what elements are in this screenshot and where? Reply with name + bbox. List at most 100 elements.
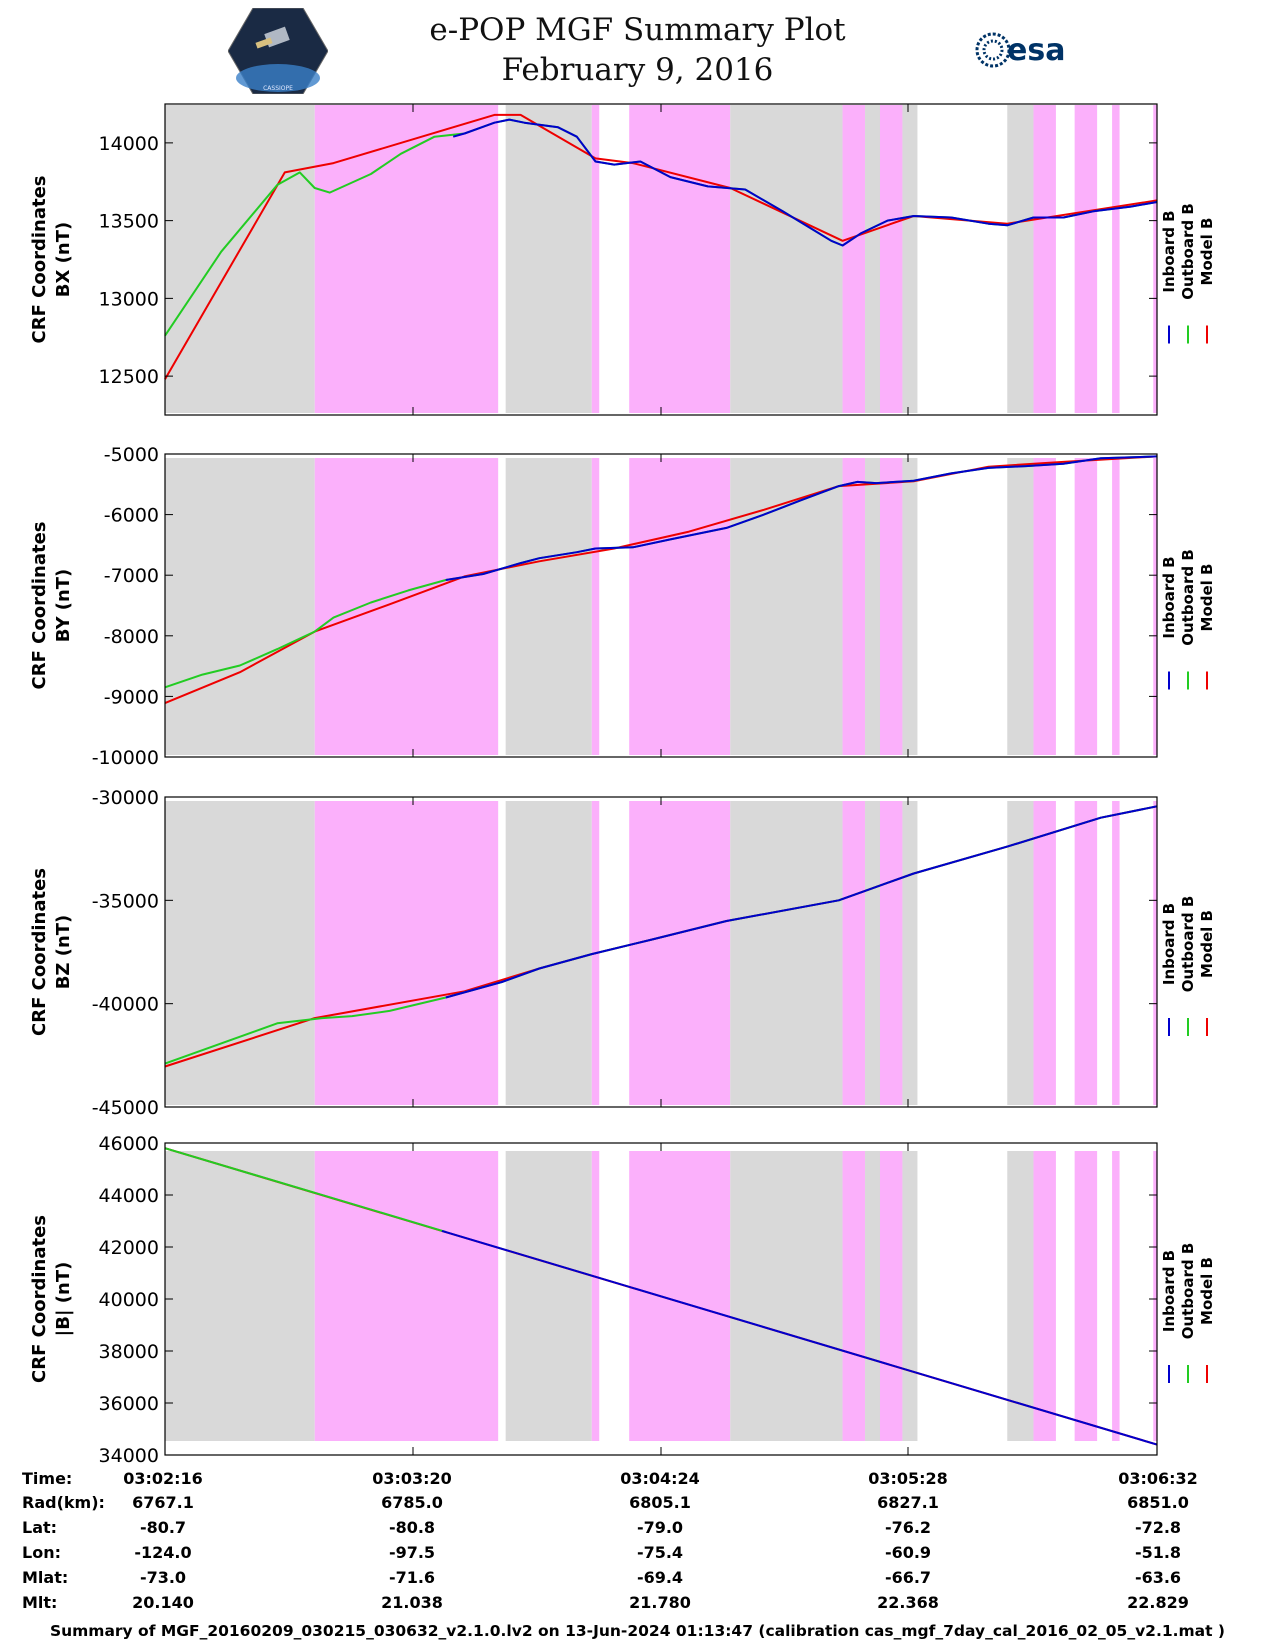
shaded-interval — [879, 105, 903, 413]
y-axis-label: CRF Coordinates — [29, 1215, 50, 1383]
y-tick-label: 46000 — [99, 1133, 159, 1155]
shaded-interval — [629, 458, 731, 755]
shaded-interval — [842, 801, 866, 1105]
shaded-interval — [1033, 801, 1056, 1105]
shaded-interval — [865, 458, 880, 755]
shaded-interval — [730, 801, 843, 1105]
shaded-interval — [505, 105, 592, 413]
shaded-interval — [629, 801, 731, 1105]
legend-label: Inboard B — [1160, 1250, 1178, 1332]
shaded-interval — [591, 1151, 600, 1441]
shaded-interval — [902, 105, 918, 413]
legend-label: Inboard B — [1160, 210, 1178, 292]
esa-logo: esa — [975, 32, 1065, 68]
shaded-interval — [314, 801, 499, 1105]
shaded-interval — [865, 801, 880, 1105]
y-tick-label: -7000 — [104, 565, 159, 587]
plot-date: February 9, 2016 — [501, 52, 774, 88]
legend-label: Outboard B — [1179, 549, 1197, 646]
shaded-interval — [165, 105, 315, 413]
legend-label: Model B — [1198, 564, 1216, 632]
y-axis-unit-label: BX (nT) — [53, 222, 74, 297]
outboard-b-series-line — [164, 1147, 447, 1233]
shaded-interval — [879, 1151, 903, 1441]
shaded-interval — [1074, 1151, 1098, 1441]
shaded-interval — [629, 1151, 731, 1441]
y-axis-unit-label: BY (nT) — [53, 569, 74, 643]
shaded-interval — [314, 458, 499, 755]
y-axis-label: CRF Coordinates — [29, 176, 50, 344]
shaded-interval — [730, 1151, 843, 1441]
y-tick-label: 14000 — [99, 133, 159, 155]
shaded-interval — [1074, 458, 1098, 755]
shaded-interval — [505, 458, 592, 755]
shaded-interval — [1153, 105, 1157, 413]
inboard-b-series-line — [452, 118, 1158, 247]
shaded-interval — [1112, 105, 1120, 413]
y-tick-label: 34000 — [99, 1445, 159, 1467]
y-tick-label: -6000 — [104, 505, 159, 527]
shaded-interval — [1033, 458, 1056, 755]
legend-label: Model B — [1198, 910, 1216, 978]
shaded-interval — [314, 1151, 499, 1441]
y-tick-label: 44000 — [99, 1185, 159, 1207]
legend-label: Model B — [1198, 1257, 1216, 1325]
y-tick-label: -5000 — [104, 444, 159, 466]
shaded-interval — [591, 458, 600, 755]
shaded-interval — [730, 458, 843, 755]
y-tick-label: -9000 — [104, 686, 159, 708]
shaded-interval — [629, 105, 731, 413]
shaded-interval — [165, 1151, 315, 1441]
shaded-interval — [591, 105, 600, 413]
y-tick-label: 40000 — [99, 1289, 159, 1311]
shaded-interval — [902, 458, 918, 755]
y-axis-unit-label: BZ (nT) — [53, 915, 74, 990]
footer-caption: Summary of MGF_20160209_030215_030632_v2… — [49, 1622, 1226, 1640]
shaded-interval — [1074, 105, 1098, 413]
inboard-b-series-line — [445, 805, 1158, 999]
y-tick-label: 13000 — [99, 288, 159, 310]
y-tick-label: -45000 — [92, 1097, 159, 1119]
y-tick-label: -35000 — [92, 890, 159, 912]
shaded-interval — [730, 105, 843, 413]
y-tick-label: 38000 — [99, 1341, 159, 1363]
inboard-b-series-line — [445, 455, 1158, 581]
shaded-interval — [1007, 801, 1034, 1105]
shaded-interval — [1112, 458, 1120, 755]
svg-text:CASSIOPE: CASSIOPE — [263, 85, 293, 92]
y-tick-label: 13500 — [99, 211, 159, 233]
legend-label: Outboard B — [1179, 1243, 1197, 1340]
legend-label: Inboard B — [1160, 903, 1178, 985]
shaded-interval — [505, 801, 592, 1105]
plot-title: e-POP MGF Summary Plot — [429, 12, 846, 48]
y-tick-label: -30000 — [92, 787, 159, 809]
shaded-interval — [1007, 105, 1034, 413]
shaded-interval — [842, 458, 866, 755]
shaded-interval — [865, 105, 880, 413]
y-axis-label: CRF Coordinates — [29, 868, 50, 1036]
legend-label: Outboard B — [1179, 203, 1197, 300]
shaded-interval — [314, 105, 499, 413]
y-tick-label: 36000 — [99, 1393, 159, 1415]
shaded-interval — [1007, 1151, 1034, 1441]
y-axis-label: CRF Coordinates — [29, 522, 50, 690]
shaded-interval — [505, 1151, 592, 1441]
y-tick-label: -8000 — [104, 626, 159, 648]
legend-label: Outboard B — [1179, 896, 1197, 993]
shaded-interval — [1007, 458, 1034, 755]
legend-label: Model B — [1198, 218, 1216, 286]
shaded-interval — [1112, 801, 1120, 1105]
y-tick-label: 12500 — [99, 366, 159, 388]
y-tick-label: -40000 — [92, 994, 159, 1016]
shaded-interval — [165, 458, 315, 755]
shaded-interval — [1033, 105, 1056, 413]
shaded-interval — [1153, 458, 1157, 755]
cassiope-logo: CASSIOPE — [228, 8, 328, 94]
shaded-interval — [842, 105, 866, 413]
inboard-b-series-line — [441, 1229, 1158, 1446]
shaded-interval — [1033, 1151, 1056, 1441]
header: e-POP MGF Summary Plot February 9, 2016 … — [0, 0, 1275, 100]
shaded-interval — [879, 801, 903, 1105]
shaded-interval — [842, 1151, 866, 1441]
